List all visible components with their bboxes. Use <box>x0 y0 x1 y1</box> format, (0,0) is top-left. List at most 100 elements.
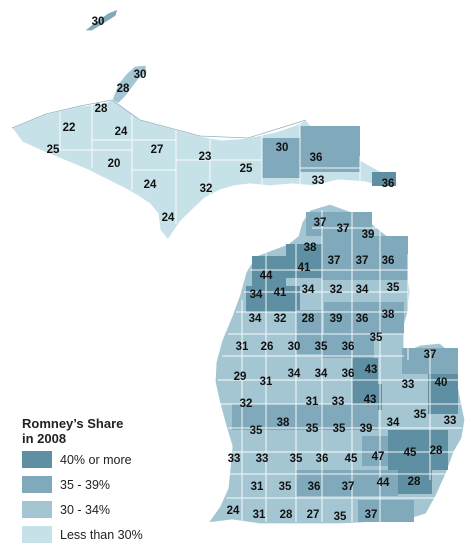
county-value-label: 37 <box>337 223 350 235</box>
county-value-labels: 30 30 28 28 22 24 25 27 20 23 30 36 25 24 32 33 36 24 37 37… <box>47 16 457 523</box>
county-value-label: 32 <box>274 313 287 325</box>
legend-label-35-39: 35 - 39% <box>60 477 111 492</box>
county-value-label: 37 <box>328 255 341 267</box>
county-value-label: 43 <box>364 394 377 406</box>
legend-title: Romney’s Share in 2008 <box>22 416 192 446</box>
county-value-label: 24 <box>227 505 240 517</box>
county-value-label: 37 <box>424 349 437 361</box>
county-value-label: 31 <box>236 341 249 353</box>
legend-item-under-30: Less than 30% <box>22 523 192 546</box>
county-value-label: 33 <box>444 415 457 427</box>
county-value-label: 31 <box>260 376 273 388</box>
legend-item-30-34: 30 - 34% <box>22 498 192 521</box>
legend-swatch-40-plus <box>22 451 52 468</box>
county-value-label: 35 <box>250 425 263 437</box>
county-value-label: 34 <box>250 289 263 301</box>
county-value-label: 37 <box>314 217 327 229</box>
county-value-label: 34 <box>356 284 369 296</box>
county-value-label: 38 <box>382 309 395 321</box>
legend-label-30-34: 30 - 34% <box>60 502 111 517</box>
county-value-label: 43 <box>365 364 378 376</box>
county-value-label: 34 <box>249 313 262 325</box>
county-value-label: 36 <box>310 152 323 164</box>
county-value-label: 39 <box>362 229 375 241</box>
county-shading <box>232 126 458 522</box>
county-value-label: 26 <box>261 341 274 353</box>
county-value-label: 28 <box>280 509 293 521</box>
county-value-label: 28 <box>117 83 130 95</box>
county-value-label: 36 <box>356 313 369 325</box>
county-value-label: 35 <box>414 409 427 421</box>
county-value-label: 37 <box>356 255 369 267</box>
county-value-label: 47 <box>372 451 385 463</box>
county-value-label: 32 <box>240 398 253 410</box>
county-value-label: 30 <box>288 341 301 353</box>
legend-title-line2: in 2008 <box>22 431 67 446</box>
county-value-label: 31 <box>306 396 319 408</box>
county-value-label: 35 <box>306 423 319 435</box>
isle-royale <box>82 7 119 32</box>
county-value-label: 35 <box>370 332 383 344</box>
county-value-label: 24 <box>115 126 128 138</box>
county-value-label: 45 <box>345 453 358 465</box>
keweenaw <box>111 64 148 105</box>
legend-title-line1: Romney’s Share <box>22 416 124 431</box>
legend-swatch-35-39 <box>22 476 52 493</box>
county-value-label: 24 <box>162 212 175 224</box>
legend-label-40-plus: 40% or more <box>60 452 132 467</box>
county-value-label: 34 <box>387 417 400 429</box>
county-value-label: 36 <box>382 178 395 190</box>
county-value-label: 34 <box>302 284 315 296</box>
county-boundaries <box>59 100 462 522</box>
county-value-label: 35 <box>279 481 292 493</box>
county-value-label: 30 <box>276 142 289 154</box>
legend: Romney’s Share in 2008 40% or more 35 - … <box>22 416 192 546</box>
county-value-label: 36 <box>342 368 355 380</box>
county-value-label: 30 <box>134 69 147 81</box>
county-value-label: 39 <box>360 423 373 435</box>
county-value-label: 39 <box>330 313 343 325</box>
county-value-label: 40 <box>435 377 448 389</box>
county-value-label: 38 <box>277 417 290 429</box>
county-value-label: 29 <box>234 371 247 383</box>
county-value-label: 35 <box>334 511 347 523</box>
county-value-label: 45 <box>404 447 417 459</box>
county-value-label: 41 <box>274 287 287 299</box>
county-value-label: 33 <box>332 396 345 408</box>
county-value-label: 35 <box>333 423 346 435</box>
legend-swatch-30-34 <box>22 501 52 518</box>
county-value-label: 23 <box>199 151 212 163</box>
county-value-label: 31 <box>251 481 264 493</box>
county-value-label: 37 <box>365 509 378 521</box>
county-value-label: 36 <box>316 453 329 465</box>
county-value-label: 25 <box>47 144 60 156</box>
county-value-label: 36 <box>342 341 355 353</box>
legend-item-35-39: 35 - 39% <box>22 473 192 496</box>
shoreline-accent <box>11 99 307 139</box>
county-value-label: 32 <box>200 183 213 195</box>
county-value-label: 35 <box>315 341 328 353</box>
county-value-label: 33 <box>402 379 415 391</box>
county-value-label: 20 <box>108 158 121 170</box>
county-value-label: 28 <box>408 476 421 488</box>
legend-swatch-under-30 <box>22 526 52 543</box>
county-value-label: 30 <box>92 16 105 28</box>
legend-item-40-plus: 40% or more <box>22 448 192 471</box>
county-value-label: 28 <box>430 445 443 457</box>
county-value-label: 24 <box>144 179 157 191</box>
county-value-label: 41 <box>298 262 311 274</box>
county-value-label: 37 <box>342 481 355 493</box>
county-value-label: 33 <box>228 453 241 465</box>
county-value-label: 28 <box>302 313 315 325</box>
county-value-label: 34 <box>315 368 328 380</box>
county-value-label: 27 <box>151 144 164 156</box>
legend-label-under-30: Less than 30% <box>60 527 143 542</box>
county-value-label: 33 <box>256 453 269 465</box>
county-value-label: 31 <box>253 509 266 521</box>
county-value-label: 35 <box>290 453 303 465</box>
county-value-label: 36 <box>308 481 321 493</box>
county-value-label: 44 <box>260 270 273 282</box>
county-value-label: 35 <box>387 282 400 294</box>
county-value-label: 25 <box>240 163 253 175</box>
